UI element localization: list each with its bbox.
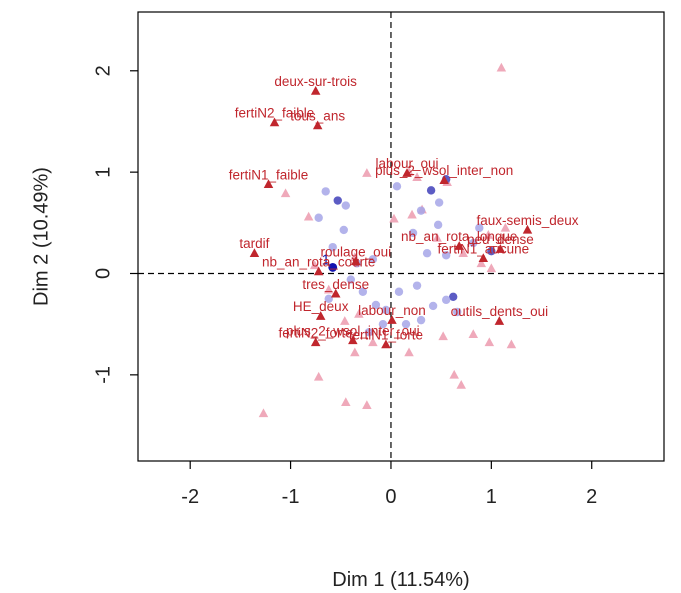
faded-category-point <box>404 348 414 357</box>
category-label: fertiN1_faible <box>229 167 309 182</box>
individual-point <box>322 187 330 195</box>
faded-category-point <box>507 339 517 348</box>
faded-category-point <box>485 337 495 346</box>
faded-category-point <box>259 408 269 417</box>
individual-point <box>334 196 342 204</box>
x-tick-label: 2 <box>586 486 597 508</box>
individual-point <box>342 201 350 209</box>
individual-point <box>435 198 443 206</box>
individual-point <box>393 182 401 190</box>
y-tick-label: 0 <box>92 268 114 279</box>
individual-point <box>314 214 322 222</box>
category-label: nb_an_rota_courte <box>262 254 375 269</box>
category-label: fertiN1_forte <box>349 327 423 342</box>
faded-category-point <box>456 380 466 389</box>
y-axis-title: Dim 2 (10.49%) <box>30 167 52 306</box>
x-axis-title: Dim 1 (11.54%) <box>332 569 469 591</box>
x-tick-label: -1 <box>282 486 300 508</box>
category-label: tres_dense <box>302 277 369 292</box>
category-label: fertiN1_aucune <box>438 241 530 256</box>
individual-point <box>429 302 437 310</box>
faded-category-point <box>438 331 448 340</box>
individual-point <box>434 221 442 229</box>
x-tick-label: 0 <box>385 486 396 508</box>
individual-point <box>413 281 421 289</box>
y-tick-label: -1 <box>92 366 114 384</box>
faded-category-point <box>407 210 417 219</box>
category-label: fertiN2_faible <box>235 105 315 120</box>
category-label: labour_non <box>358 303 426 318</box>
faded-category-point <box>469 329 479 338</box>
category-label: fertiN2_forte <box>279 325 353 340</box>
faded-category-point <box>362 400 372 409</box>
faded-category-point <box>497 63 507 72</box>
category-label: HE_deux <box>293 299 349 314</box>
category-label: faux-semis_deux <box>476 213 578 228</box>
individual-point <box>423 249 431 257</box>
faded-category-point <box>350 348 360 357</box>
category-labels: deux-sur-trois tous_ansfertiN2_faiblelabo… <box>229 74 579 342</box>
x-tick-label: -2 <box>181 486 199 508</box>
faded-category-point <box>449 370 459 379</box>
y-tick-label: 1 <box>92 167 114 178</box>
y-tick-label: 2 <box>92 65 114 76</box>
individual-point <box>427 186 435 194</box>
individual-point <box>395 288 403 296</box>
x-tick-label: 1 <box>486 486 497 508</box>
faded-category-point <box>341 397 351 406</box>
faded-category-point <box>281 188 291 197</box>
faded-category-point <box>362 168 372 177</box>
individual-point <box>417 206 425 214</box>
faded-category-point <box>487 263 497 272</box>
faded-category-point <box>314 372 324 381</box>
category-label: plus_2_wsol_inter_non <box>375 163 513 178</box>
individual-point <box>340 226 348 234</box>
category-label: outils_dents_oui <box>451 304 549 319</box>
category-label: deux-sur-trois <box>274 74 357 89</box>
faded-category-point <box>304 212 314 221</box>
category-label: tardif <box>239 236 269 251</box>
individual-point <box>442 296 450 304</box>
